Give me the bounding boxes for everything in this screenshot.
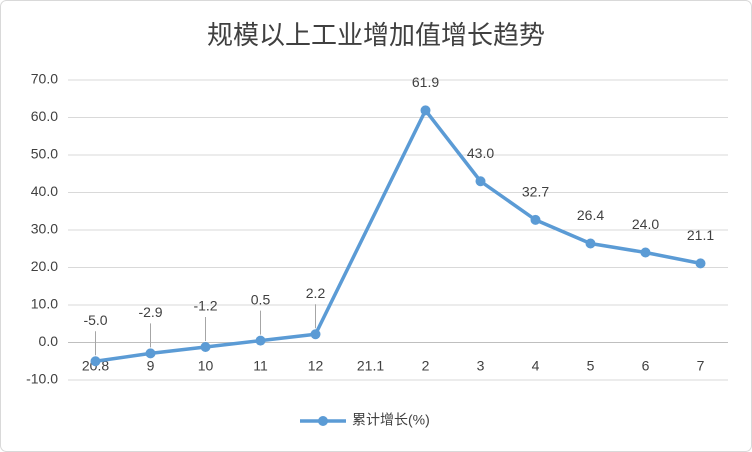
data-label: 43.0: [467, 145, 494, 161]
chart-title: 规模以上工业增加值增长趋势: [207, 21, 545, 51]
data-label: 2.2: [306, 285, 326, 301]
line-segment: [533, 218, 593, 246]
point: [255, 335, 266, 346]
line-segment: [148, 345, 208, 356]
point: [200, 342, 211, 352]
point: [530, 214, 541, 225]
point: [310, 329, 321, 340]
line-segment: [93, 351, 153, 363]
point: [640, 247, 651, 258]
data-label: 61.9: [412, 74, 439, 90]
point: [420, 105, 431, 116]
data-label: 32.7: [522, 184, 549, 200]
x-tick-label: 12: [308, 358, 324, 374]
y-tick-label: 0.0: [39, 333, 59, 349]
x-tick-label: 21.1: [357, 358, 384, 374]
x-tick-label: 2: [422, 358, 430, 374]
line-segment: [588, 241, 648, 255]
x-tick-label: 5: [587, 358, 595, 374]
x-tick-label: 3: [477, 358, 485, 374]
y-tick-label: 70.0: [31, 71, 58, 87]
y-tick-label: 60.0: [31, 108, 58, 124]
x-tick-label: 6: [642, 358, 650, 374]
point: [90, 356, 101, 367]
x-tick-label: 7: [697, 358, 705, 374]
line-segment: [643, 250, 703, 266]
x-tick-label: 10: [198, 358, 214, 374]
data-label: 26.4: [577, 207, 604, 223]
point: [145, 348, 156, 359]
point: [695, 258, 706, 269]
y-tick-label: 10.0: [31, 296, 58, 312]
data-label: 24.0: [632, 216, 659, 232]
legend-marker: [318, 416, 328, 426]
line-segment: [478, 179, 538, 222]
data-label: 21.1: [687, 227, 714, 243]
x-tick-label: 9: [147, 358, 155, 374]
x-tick-label: 4: [532, 358, 540, 374]
line-segment: [423, 108, 483, 183]
x-tick-label: 11: [253, 358, 268, 374]
line-segment: [313, 108, 428, 336]
line-segment: [258, 332, 318, 343]
y-tick-label: -10.0: [26, 371, 58, 387]
point: [475, 176, 486, 187]
point: [585, 238, 596, 249]
line-segment: [203, 338, 263, 349]
data-label: -1.2: [193, 298, 217, 314]
data-label: -5.0: [83, 312, 107, 328]
y-tick-label: 20.0: [31, 258, 58, 274]
y-tick-label: 40.0: [31, 183, 58, 199]
y-tick-label: 30.0: [31, 221, 58, 237]
legend-label: 累计增长(%): [352, 412, 430, 428]
data-label: -2.9: [138, 304, 162, 320]
data-label: 0.5: [251, 291, 271, 307]
y-tick-label: 50.0: [31, 146, 58, 162]
